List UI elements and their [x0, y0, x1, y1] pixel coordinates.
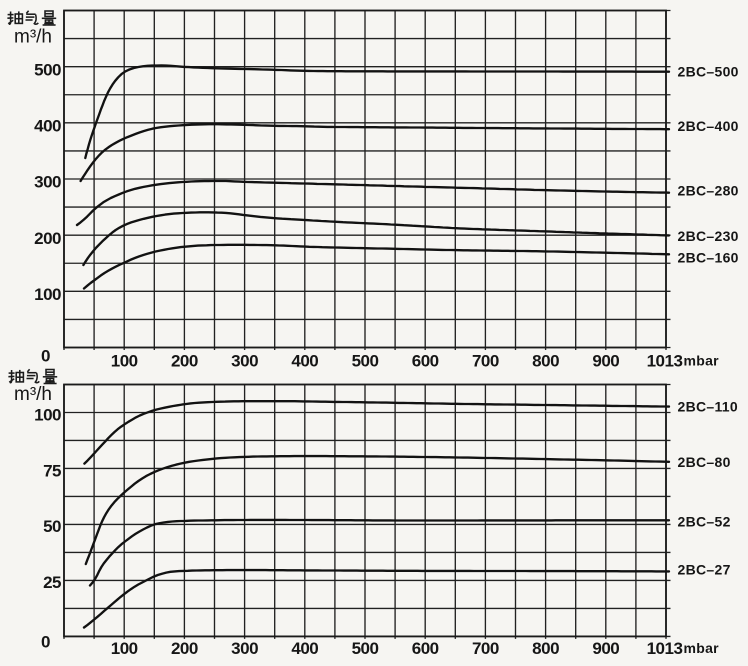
svg-text:200: 200: [171, 639, 198, 658]
svg-text:300: 300: [231, 352, 258, 371]
svg-text:900: 900: [592, 352, 619, 371]
svg-text:400: 400: [291, 352, 318, 371]
svg-text:500: 500: [352, 639, 379, 658]
svg-text:75: 75: [43, 461, 61, 480]
svg-text:50: 50: [43, 517, 61, 536]
svg-text:m³/h: m³/h: [14, 384, 52, 405]
svg-text:100: 100: [34, 405, 61, 424]
svg-text:1013: 1013: [647, 639, 683, 658]
svg-text:100: 100: [111, 639, 138, 658]
svg-text:100: 100: [111, 352, 138, 371]
svg-text:100: 100: [34, 285, 61, 304]
svg-text:0: 0: [41, 633, 50, 652]
svg-text:25: 25: [43, 573, 61, 592]
svg-text:200: 200: [34, 229, 61, 248]
svg-text:2BC–80: 2BC–80: [678, 454, 731, 470]
svg-text:0: 0: [41, 347, 50, 366]
svg-text:400: 400: [291, 639, 318, 658]
svg-text:600: 600: [412, 639, 439, 658]
svg-text:300: 300: [231, 639, 258, 658]
svg-text:1013: 1013: [647, 352, 683, 371]
svg-text:500: 500: [352, 352, 379, 371]
svg-text:2BC–160: 2BC–160: [678, 250, 739, 266]
svg-text:300: 300: [34, 173, 61, 192]
svg-text:900: 900: [592, 639, 619, 658]
svg-text:2BC–110: 2BC–110: [678, 399, 738, 415]
svg-text:800: 800: [532, 352, 559, 371]
svg-text:700: 700: [472, 352, 499, 371]
svg-text:2BC–230: 2BC–230: [678, 228, 739, 244]
svg-text:2BC–52: 2BC–52: [678, 514, 731, 530]
svg-text:m³/h: m³/h: [14, 27, 52, 48]
svg-text:600: 600: [412, 352, 439, 371]
svg-text:500: 500: [34, 60, 61, 79]
svg-text:mbar: mbar: [684, 640, 720, 656]
svg-text:800: 800: [532, 639, 559, 658]
svg-text:700: 700: [472, 639, 499, 658]
svg-text:2BC–500: 2BC–500: [678, 64, 739, 80]
svg-text:mbar: mbar: [684, 353, 720, 369]
svg-text:200: 200: [171, 352, 198, 371]
svg-text:400: 400: [34, 116, 61, 135]
svg-text:2BC–27: 2BC–27: [678, 562, 731, 578]
svg-text:2BC–400: 2BC–400: [678, 118, 739, 134]
svg-text:2BC–280: 2BC–280: [678, 183, 739, 199]
